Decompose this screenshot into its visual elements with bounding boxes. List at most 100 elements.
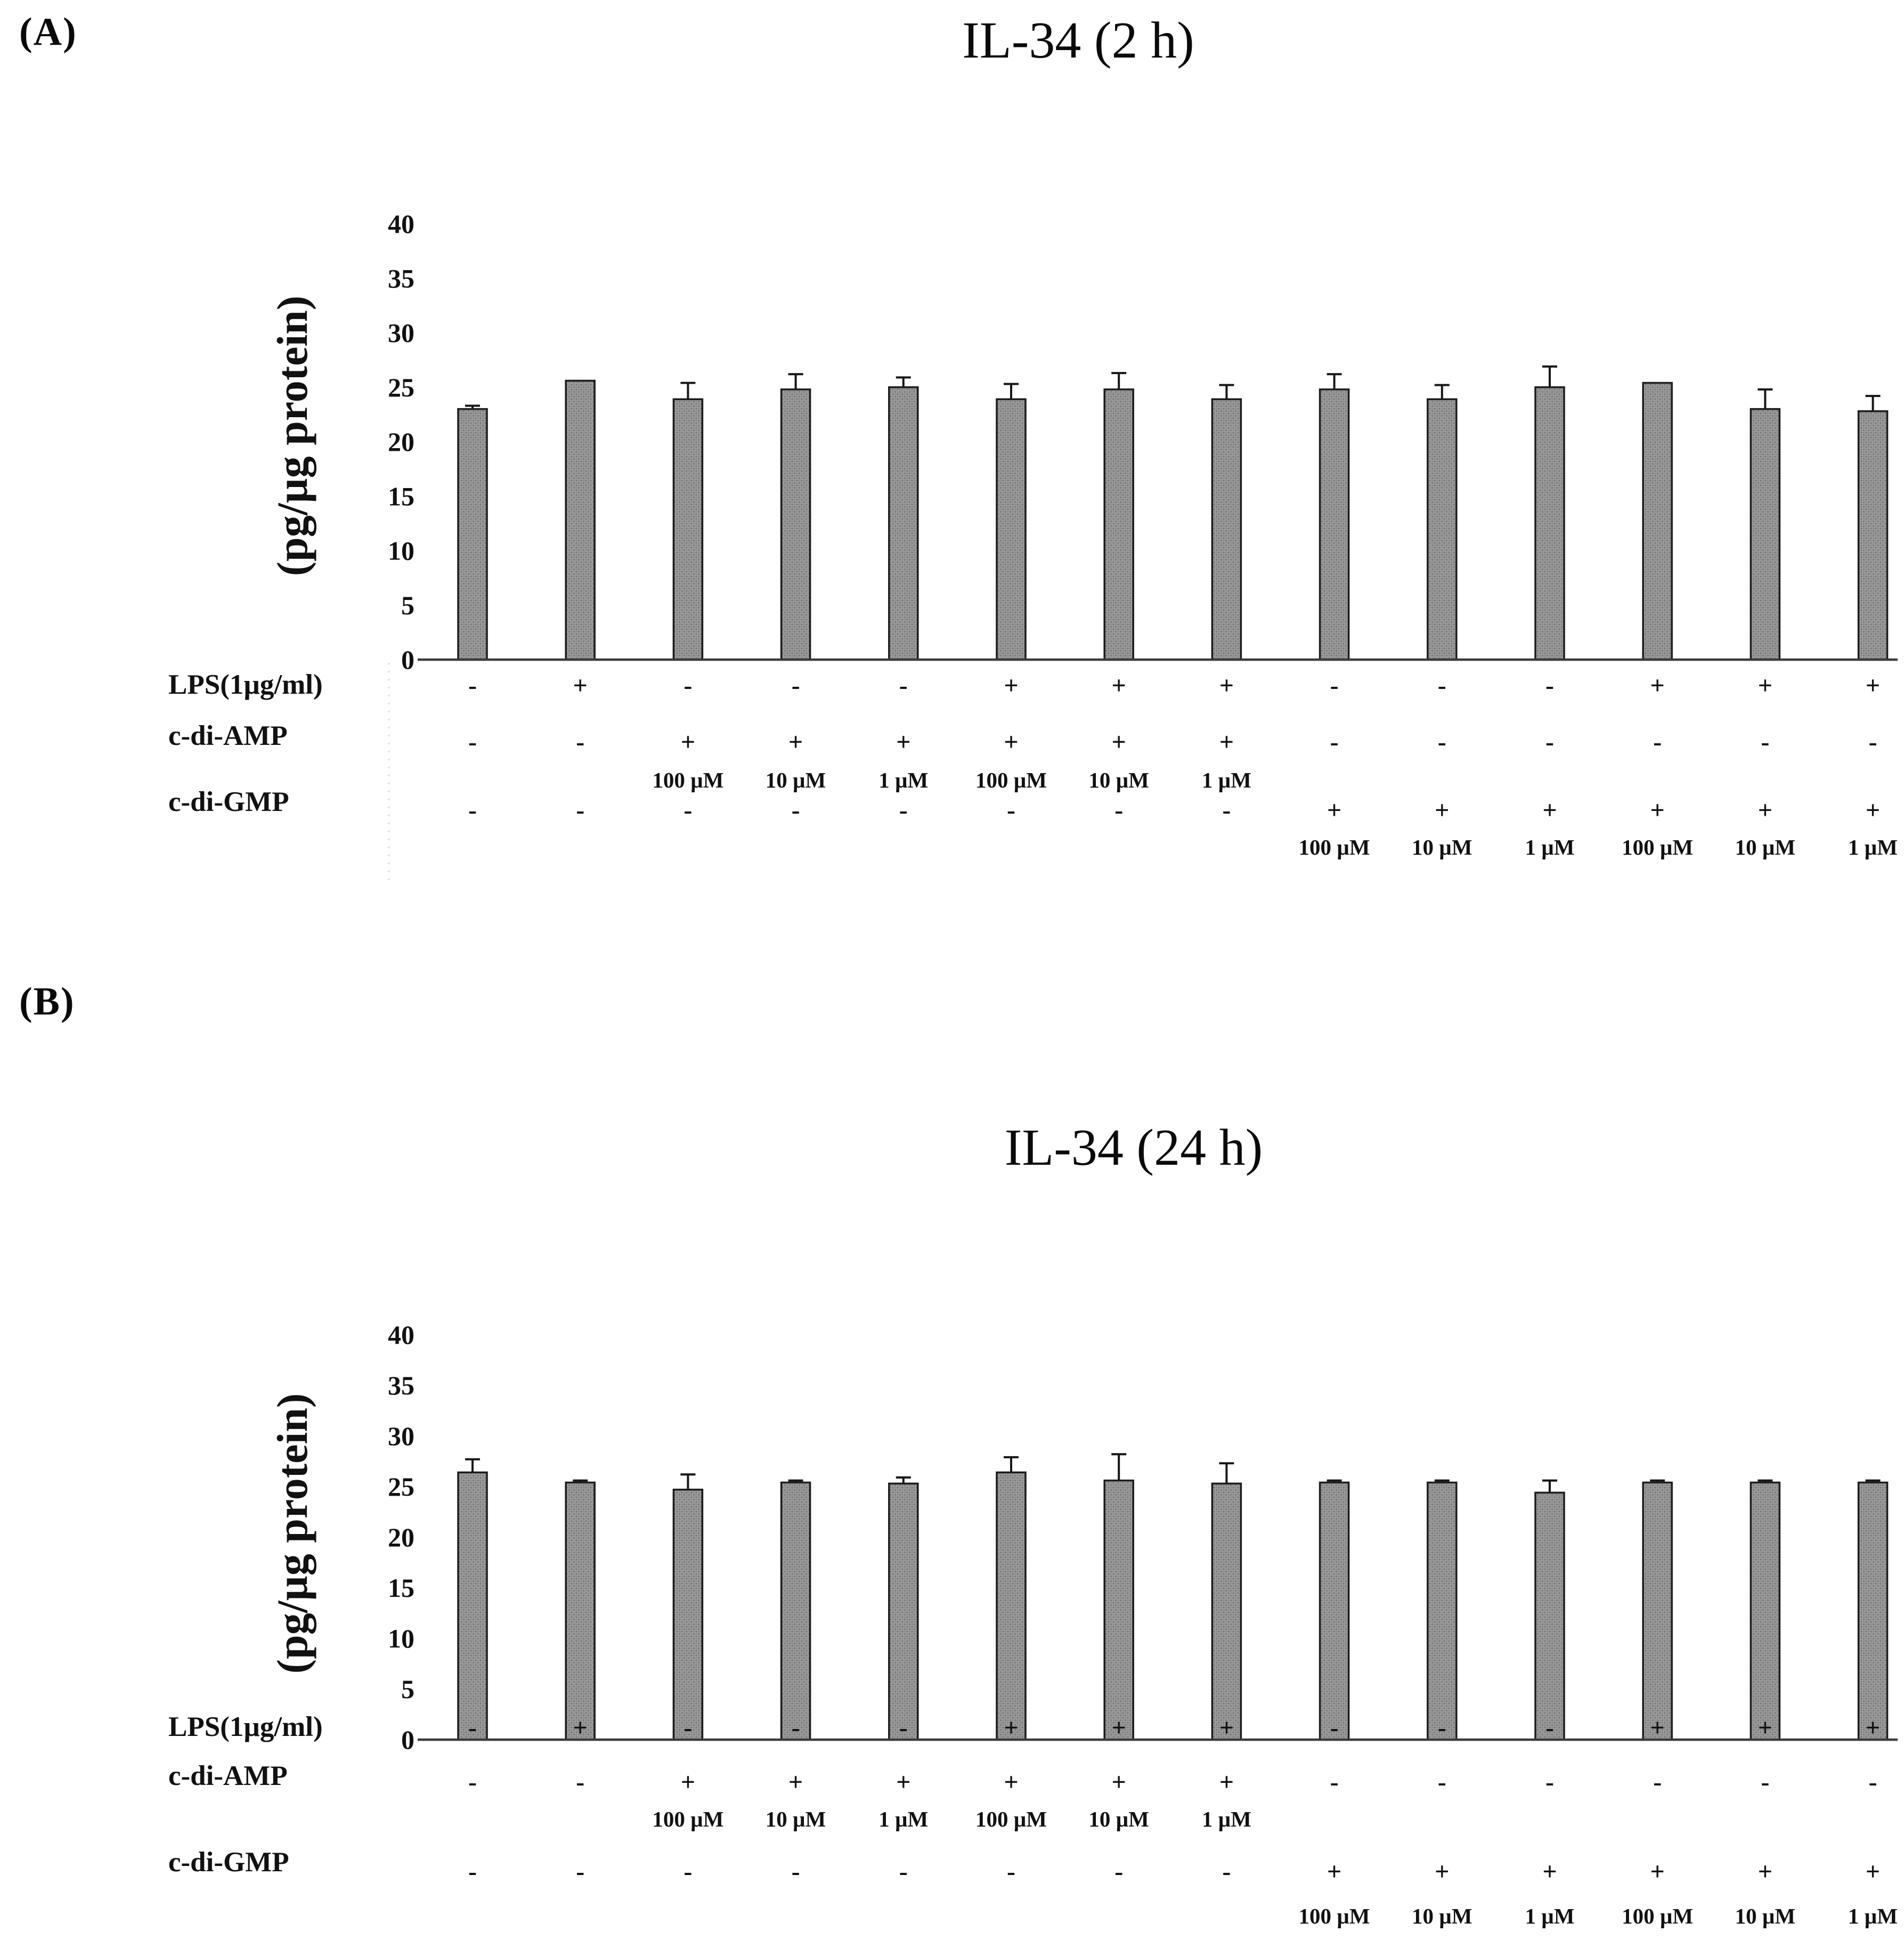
y-tick-label: 40 (388, 209, 414, 239)
concentration-label: 100 µM (975, 1807, 1047, 1831)
condition-sign: + (1758, 1714, 1772, 1742)
bar (1211, 1482, 1242, 1741)
panel-b-label: (B) (19, 980, 75, 1024)
concentration-label: 1 µM (1525, 835, 1574, 859)
y-axis-label: (pg/µg protein) (268, 1393, 316, 1674)
condition-sign: - (899, 796, 908, 824)
condition-sign: - (468, 671, 477, 700)
bar (1750, 1481, 1781, 1741)
condition-sign: - (1330, 671, 1339, 700)
bar (1534, 386, 1565, 661)
y-tick-label: 35 (388, 1370, 414, 1400)
condition-sign: + (788, 1768, 803, 1796)
condition-row-label: LPS(1µg/ml) (168, 1711, 323, 1742)
condition-sign: - (1869, 728, 1877, 756)
condition-row-label: c-di-GMP (168, 1847, 289, 1878)
concentration-label: 100 µM (975, 768, 1047, 792)
condition-sign: + (1219, 728, 1234, 756)
condition-sign: + (1112, 1768, 1126, 1796)
y-tick-label: 15 (388, 1573, 414, 1603)
concentration-label: 1 µM (878, 768, 928, 792)
condition-sign: - (1438, 1714, 1446, 1742)
condition-sign: - (468, 1714, 477, 1742)
condition-sign: - (1545, 1714, 1554, 1742)
condition-sign: - (684, 671, 692, 700)
condition-sign: - (1653, 728, 1662, 756)
condition-sign: - (792, 1714, 800, 1742)
bar (996, 1471, 1027, 1741)
condition-sign: + (1866, 1714, 1880, 1742)
condition-sign: + (1219, 1714, 1234, 1742)
y-tick-label: 0 (401, 1725, 414, 1755)
condition-sign: - (1761, 1768, 1769, 1796)
bar (1642, 382, 1673, 661)
bar (888, 386, 919, 661)
panel-b-title: IL-34 (24 h) (1004, 1119, 1263, 1176)
y-tick-label: 5 (401, 590, 414, 620)
condition-sign: + (788, 728, 803, 756)
y-tick-label: 20 (388, 427, 414, 457)
bar (780, 1481, 811, 1741)
condition-sign: + (896, 728, 910, 756)
bar (1103, 388, 1134, 661)
condition-sign: + (681, 728, 695, 756)
y-tick-label: 20 (388, 1522, 414, 1552)
condition-sign: + (573, 1714, 588, 1742)
condition-sign: - (1330, 1768, 1339, 1796)
condition-sign: - (1438, 1768, 1446, 1796)
condition-row-label: c-di-GMP (168, 786, 289, 817)
condition-sign: + (1650, 671, 1665, 700)
bar (1319, 1481, 1350, 1741)
condition-sign: - (576, 796, 584, 824)
bar (565, 379, 596, 661)
condition-sign: - (1438, 671, 1446, 700)
y-tick-label: 30 (388, 1421, 414, 1451)
concentration-label: 1 µM (1525, 1904, 1574, 1928)
bar (1857, 1481, 1889, 1741)
concentration-label: 100 µM (652, 768, 723, 792)
concentration-label: 1 µM (1202, 768, 1251, 792)
y-tick-label: 30 (388, 318, 414, 348)
condition-sign: - (1761, 728, 1769, 756)
condition-sign: - (468, 1857, 477, 1886)
concentration-label: 10 µM (1088, 768, 1149, 792)
condition-sign: - (576, 728, 584, 756)
condition-sign: + (1219, 1768, 1234, 1796)
condition-sign: - (899, 671, 908, 700)
condition-sign: - (1545, 728, 1554, 756)
panel-b-chart: 40 35 30 25 20 15 10 5 0 (pg/µg protein) LPS(1µg/m… (168, 1320, 1898, 1928)
condition-sign: + (1112, 728, 1126, 756)
condition-sign: + (1004, 1768, 1018, 1796)
concentration-label: 100 µM (1622, 1904, 1693, 1928)
y-tick-label: 40 (388, 1320, 414, 1350)
condition-sign: + (1866, 1857, 1880, 1886)
condition-sign: - (1330, 728, 1339, 756)
condition-sign: - (899, 1714, 908, 1742)
panel-a-label: (A) (19, 10, 77, 54)
condition-sign: + (1327, 1857, 1341, 1886)
bar (672, 398, 704, 661)
bar (1857, 410, 1889, 661)
condition-sign: + (1866, 796, 1880, 824)
condition-sign: - (468, 1768, 477, 1796)
condition-sign: + (1219, 671, 1234, 700)
condition-sign: + (1650, 1857, 1665, 1886)
y-tick-label: 25 (388, 1472, 414, 1502)
condition-sign: - (468, 728, 477, 756)
bar (457, 408, 488, 661)
bar (996, 398, 1027, 661)
condition-sign: - (792, 1857, 800, 1886)
concentration-label: 10 µM (766, 768, 826, 792)
condition-sign: - (576, 1857, 584, 1886)
condition-sign: - (1869, 1768, 1877, 1796)
bar (1642, 1481, 1673, 1741)
condition-sign: - (792, 671, 800, 700)
condition-sign: - (468, 796, 477, 824)
condition-sign: + (1435, 1857, 1449, 1886)
condition-sign: + (573, 671, 588, 700)
concentration-label: 10 µM (1088, 1807, 1149, 1831)
condition-sign: - (1222, 1857, 1231, 1886)
bar (888, 1482, 919, 1741)
concentration-label: 10 µM (1412, 1904, 1472, 1928)
